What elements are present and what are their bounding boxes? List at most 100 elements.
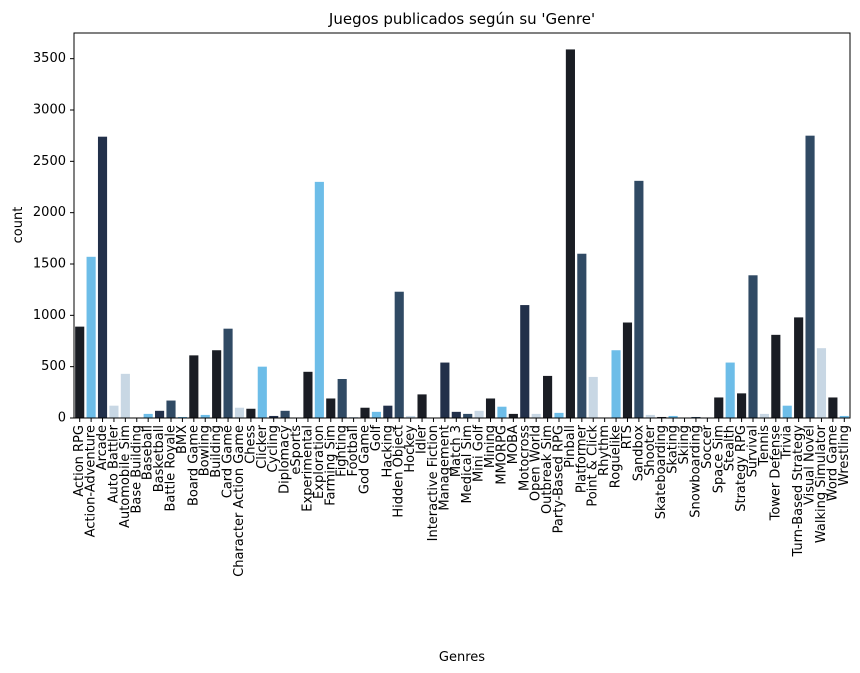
x-axis-label: Genres: [439, 650, 485, 665]
x-tick-label-26: Golf: [369, 425, 384, 452]
bar-32: [440, 362, 450, 418]
bar-38: [508, 413, 518, 418]
bars-group: [75, 49, 849, 419]
x-tick-label-46: Rhythm: [597, 425, 612, 476]
bar-61: [771, 334, 781, 418]
bar-12: [212, 350, 222, 418]
x-tick-label-21: Exploration: [312, 425, 327, 499]
x-tick-label-38: MOBA: [506, 425, 521, 464]
x-tick-label-37: MMORPG: [494, 425, 509, 485]
y-axis: 0 500 1000 1500 2000 2500 3000 3500: [33, 51, 74, 426]
bar-51: [657, 416, 667, 418]
x-tick-label-25: God Game: [358, 425, 373, 494]
x-tick-label-4: Automobile Sim: [118, 425, 133, 528]
bar-24: [349, 416, 359, 418]
bar-44: [577, 253, 587, 418]
x-tick-label-30: Idler: [415, 424, 430, 454]
x-tick-label-19: eSports: [289, 425, 304, 475]
bar-42: [554, 412, 564, 418]
x-tick-label-61: Tower Defense: [768, 425, 783, 521]
x-tick-label-45: Point & Click: [586, 425, 601, 507]
bar-28: [394, 291, 404, 418]
x-tick-label-65: Walking Simulator: [814, 424, 829, 543]
bar-57: [725, 362, 735, 418]
bar-67: [839, 415, 849, 418]
y-tick-label-0: 0: [58, 411, 66, 426]
x-tick-label-8: Battle Royale: [164, 425, 179, 512]
bar-56: [714, 397, 724, 418]
x-tick-label-15: Chess: [243, 425, 258, 464]
bar-14: [234, 407, 245, 418]
x-tick-label-3: Auto Battler: [106, 424, 121, 503]
x-tick-label-67: Wrestling: [837, 425, 852, 486]
bar-54: [691, 416, 701, 418]
x-tick-label-31: Interactive Fiction: [426, 425, 441, 541]
bar-0: [75, 326, 85, 418]
x-tick-label-1: Action-Adventure: [84, 425, 99, 537]
x-tick-label-27: Hacking: [380, 425, 395, 478]
x-tick-label-40: Open World: [529, 425, 544, 501]
bar-40: [531, 413, 541, 418]
bar-36: [485, 398, 496, 418]
x-tick-label-42: Party-Based RPG: [552, 425, 567, 533]
x-tick-label-29: Hockey: [403, 425, 418, 473]
y-tick-label-4: 2000: [33, 205, 66, 220]
x-tick-label-24: Football: [346, 425, 361, 476]
bar-50: [645, 414, 655, 418]
x-tick-label-63: Turn-Based Strategy: [791, 425, 806, 558]
bar-30: [417, 394, 427, 418]
bar-17: [269, 415, 279, 418]
x-tick-label-48: RTS: [620, 425, 635, 449]
x-tick-label-11: Bowling: [198, 425, 213, 476]
x-tick-label-60: Tennis: [757, 425, 772, 467]
bar-1: [86, 256, 96, 418]
bar-64: [805, 135, 815, 419]
bar-23: [337, 378, 347, 418]
bar-59: [748, 275, 758, 418]
x-tick-label-47: Roguelike: [609, 425, 624, 488]
bar-4: [120, 373, 130, 418]
x-tick-label-28: Hidden Object: [392, 425, 407, 518]
x-tick-label-36: Mining: [483, 425, 498, 468]
x-tick-label-23: Fighting: [335, 425, 350, 477]
y-axis-label: count: [11, 207, 26, 244]
x-tick-label-6: Baseball: [141, 425, 156, 480]
y-tick-label-7: 3500: [33, 51, 66, 66]
x-tick-label-13: Card Game: [221, 425, 236, 498]
x-tick-label-49: Sandbox: [631, 425, 646, 482]
bar-39: [520, 305, 530, 418]
bar-3: [109, 405, 119, 418]
x-tick-label-39: Motocross: [517, 425, 532, 491]
bar-37: [497, 406, 507, 418]
x-tick-label-56: Space Sim: [711, 425, 726, 493]
bar-52: [668, 415, 678, 418]
x-tick-label-58: Strategy RPG: [734, 425, 749, 512]
plot-frame: [73, 32, 851, 419]
y-tick-label-1: 500: [41, 359, 66, 374]
bar-18: [280, 410, 290, 418]
x-tick-label-12: Building: [209, 425, 224, 478]
y-tick-label-6: 3000: [33, 103, 66, 118]
x-tick-label-54: Snowboarding: [688, 425, 703, 518]
bar-22: [326, 398, 336, 418]
bar-16: [257, 366, 267, 418]
x-tick-label-10: Board Game: [186, 425, 201, 506]
bar-2: [97, 136, 108, 418]
bar-13: [223, 328, 233, 418]
x-tick-label-44: Platformer: [574, 424, 589, 493]
x-tick-label-14: Character Action Game: [232, 425, 247, 577]
x-tick-label-64: Visual Novel: [803, 425, 818, 505]
bar-62: [782, 405, 792, 418]
x-tick-label-51: Skateboarding: [654, 425, 669, 519]
x-tick-label-20: Experimental: [300, 425, 315, 512]
x-tick-label-57: Stealth: [723, 425, 738, 471]
bar-21: [314, 181, 324, 418]
x-tick-label-41: Outbreak Sim: [540, 425, 555, 514]
y-tick-label-3: 1500: [33, 257, 66, 272]
x-tick-label-62: Trivia: [780, 425, 795, 460]
bar-58: [737, 393, 747, 418]
x-tick-label-16: Clicker: [255, 424, 270, 469]
bar-45: [588, 376, 598, 418]
bar-8: [166, 400, 176, 418]
